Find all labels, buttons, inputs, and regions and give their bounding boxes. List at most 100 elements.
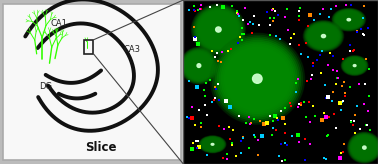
Point — [220, 6, 226, 9]
Point — [366, 94, 372, 97]
Point — [228, 47, 234, 50]
Ellipse shape — [304, 21, 343, 51]
Point — [234, 10, 240, 12]
Point — [363, 124, 369, 126]
Point — [326, 15, 332, 18]
Point — [270, 127, 276, 129]
Point — [209, 49, 215, 52]
Point — [215, 60, 221, 63]
Point — [348, 121, 354, 123]
Point — [360, 33, 366, 36]
Point — [277, 37, 283, 40]
Point — [280, 117, 286, 119]
Point — [270, 20, 276, 22]
Point — [297, 7, 303, 9]
Point — [251, 14, 257, 17]
Point — [318, 72, 324, 74]
Point — [366, 68, 372, 70]
Point — [267, 34, 273, 36]
Point — [361, 103, 367, 105]
Text: DG: DG — [39, 82, 52, 91]
Point — [289, 135, 295, 138]
Point — [229, 144, 235, 146]
Point — [268, 9, 274, 11]
Point — [266, 115, 273, 117]
Point — [342, 95, 348, 97]
Point — [186, 117, 192, 119]
Point — [293, 91, 299, 93]
Point — [284, 8, 290, 10]
Point — [246, 147, 252, 150]
Point — [245, 22, 251, 25]
Ellipse shape — [347, 132, 378, 163]
Point — [194, 146, 200, 149]
Ellipse shape — [350, 134, 378, 161]
Point — [296, 9, 302, 12]
Point — [324, 135, 330, 138]
Point — [310, 64, 316, 67]
Ellipse shape — [352, 136, 377, 159]
Ellipse shape — [198, 10, 239, 49]
Point — [317, 54, 323, 57]
Point — [192, 123, 198, 126]
Ellipse shape — [219, 42, 296, 115]
Point — [338, 108, 344, 111]
Ellipse shape — [183, 50, 215, 81]
Point — [357, 127, 363, 130]
Point — [267, 17, 273, 19]
Point — [305, 25, 311, 27]
Point — [208, 5, 214, 8]
Ellipse shape — [194, 6, 243, 53]
Point — [335, 77, 341, 80]
Point — [189, 117, 195, 119]
Ellipse shape — [210, 33, 305, 124]
Ellipse shape — [197, 64, 201, 67]
Ellipse shape — [344, 58, 366, 74]
Point — [350, 49, 356, 52]
Ellipse shape — [186, 53, 212, 78]
Point — [239, 39, 245, 41]
Point — [363, 58, 369, 61]
Point — [223, 100, 229, 102]
Ellipse shape — [211, 144, 214, 145]
Point — [214, 4, 220, 6]
Point — [278, 143, 284, 146]
Ellipse shape — [180, 47, 217, 84]
Point — [203, 94, 209, 97]
Ellipse shape — [342, 56, 368, 75]
Point — [211, 98, 217, 101]
Ellipse shape — [321, 34, 325, 38]
Ellipse shape — [310, 26, 337, 46]
Point — [277, 110, 284, 112]
Ellipse shape — [195, 8, 241, 51]
Point — [238, 151, 244, 154]
Point — [362, 83, 368, 85]
Ellipse shape — [306, 23, 341, 49]
Point — [282, 123, 288, 125]
Ellipse shape — [230, 52, 285, 105]
Point — [204, 153, 210, 156]
Point — [301, 100, 307, 103]
Point — [307, 143, 313, 145]
Point — [225, 50, 231, 53]
Point — [234, 12, 240, 15]
Ellipse shape — [348, 133, 378, 163]
Point — [271, 16, 277, 19]
Point — [273, 35, 279, 37]
Point — [354, 105, 360, 108]
Point — [194, 85, 200, 88]
Point — [195, 140, 201, 143]
Point — [257, 119, 263, 122]
Point — [309, 73, 315, 76]
Ellipse shape — [337, 12, 361, 28]
Point — [279, 159, 285, 162]
Point — [247, 123, 253, 126]
Ellipse shape — [199, 11, 238, 48]
Point — [340, 151, 346, 154]
Ellipse shape — [346, 59, 364, 72]
Ellipse shape — [343, 57, 366, 74]
Point — [322, 84, 328, 87]
Point — [235, 42, 241, 44]
Ellipse shape — [338, 12, 360, 27]
Point — [212, 56, 218, 59]
